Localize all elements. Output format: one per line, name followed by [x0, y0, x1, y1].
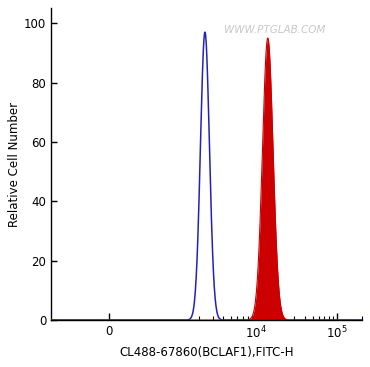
Text: WWW.PTGLAB.COM: WWW.PTGLAB.COM [224, 25, 326, 35]
Y-axis label: Relative Cell Number: Relative Cell Number [9, 102, 21, 227]
X-axis label: CL488-67860(BCLAF1),FITC-H: CL488-67860(BCLAF1),FITC-H [119, 346, 294, 359]
